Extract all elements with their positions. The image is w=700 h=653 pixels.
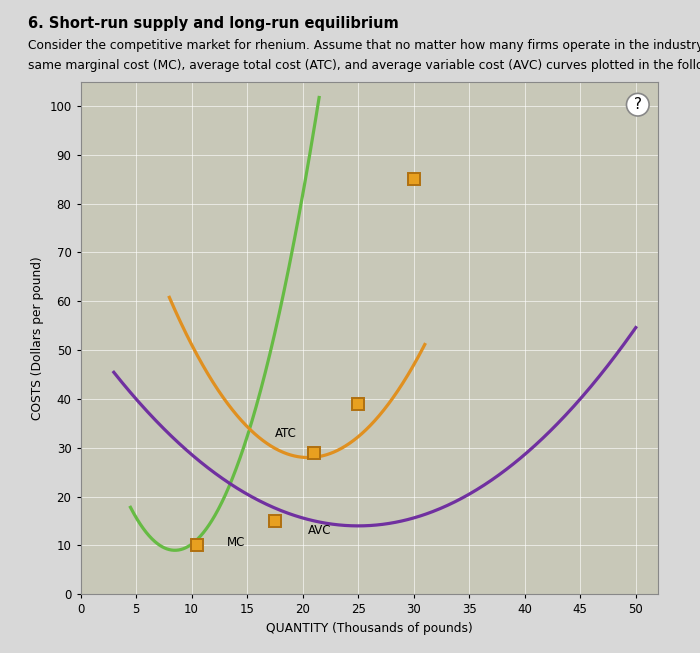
Text: MC: MC bbox=[227, 537, 246, 549]
Text: same marginal cost (MC), average total cost (ATC), and average variable cost (AV: same marginal cost (MC), average total c… bbox=[28, 59, 700, 72]
Y-axis label: COSTS (Dollars per pound): COSTS (Dollars per pound) bbox=[31, 256, 43, 420]
Text: ?: ? bbox=[634, 97, 642, 112]
Text: ATC: ATC bbox=[275, 426, 297, 439]
X-axis label: QUANTITY (Thousands of pounds): QUANTITY (Thousands of pounds) bbox=[266, 622, 472, 635]
Text: AVC: AVC bbox=[308, 524, 332, 537]
Text: Consider the competitive market for rhenium. Assume that no matter how many firm: Consider the competitive market for rhen… bbox=[28, 39, 700, 52]
Text: 6. Short-run supply and long-run equilibrium: 6. Short-run supply and long-run equilib… bbox=[28, 16, 399, 31]
